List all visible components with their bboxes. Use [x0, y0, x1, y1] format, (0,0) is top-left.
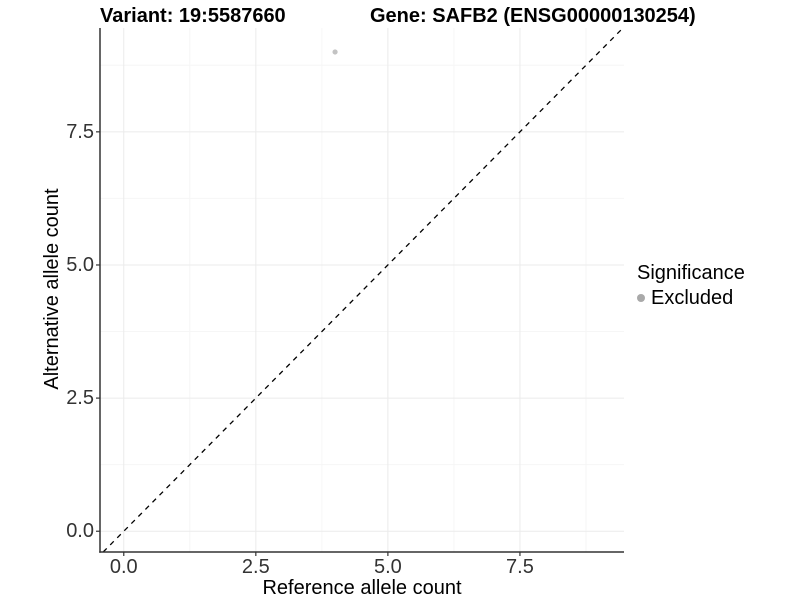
y-tick-label: 5.0: [66, 253, 94, 276]
y-tick-label: 7.5: [66, 120, 94, 143]
x-tick-label: 0.0: [109, 556, 138, 578]
x-tick-label: 7.5: [506, 556, 534, 578]
identity-line: [102, 27, 624, 553]
gene-title: Gene: SAFB2 (ENSG00000130254): [370, 5, 696, 27]
y-tick-label: 0.0: [66, 520, 94, 543]
x-tick-label: 5.0: [373, 556, 402, 578]
legend: Significance Excluded: [637, 262, 745, 309]
y-tick-label: 2.5: [66, 387, 94, 410]
legend-entry: Excluded: [637, 287, 745, 309]
variant-title: Variant: 19:5587660: [100, 5, 286, 27]
legend-entry-label: Excluded: [651, 287, 734, 309]
legend-point-icon: [637, 294, 645, 302]
legend-title: Significance: [637, 262, 745, 284]
x-tick-label: 2.5: [241, 556, 270, 578]
scatter-point: [332, 49, 338, 55]
x-axis-title: Reference allele count: [262, 577, 462, 599]
y-axis-title: Alternative allele count: [41, 188, 63, 390]
